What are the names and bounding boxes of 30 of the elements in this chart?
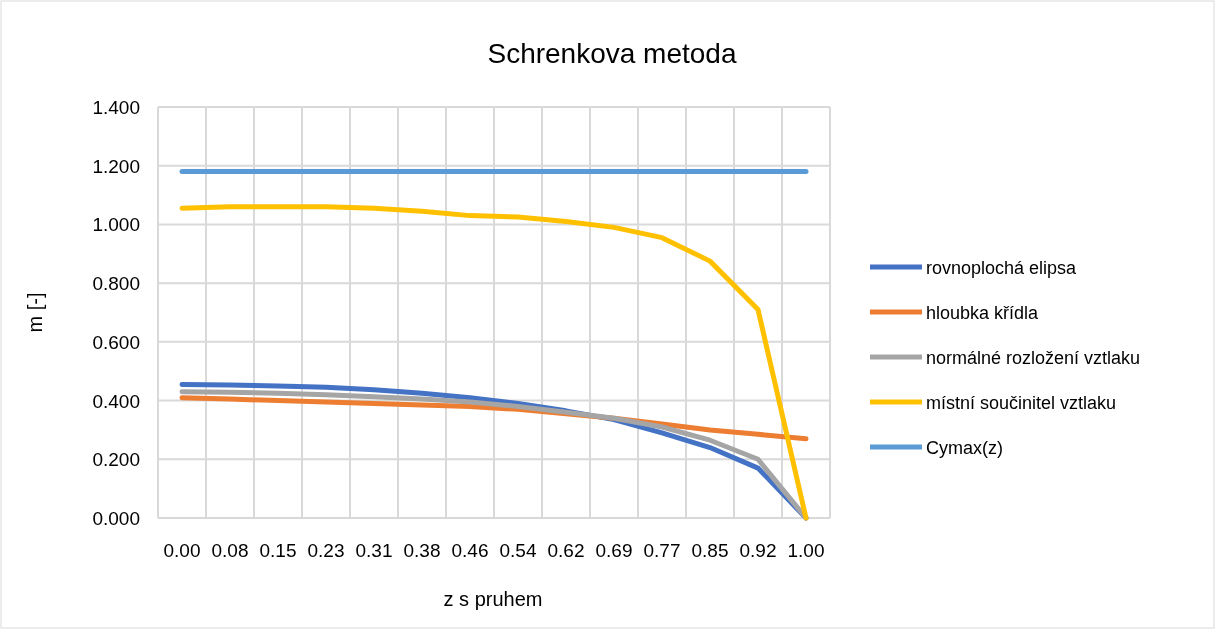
y-tick-label: 1.000 <box>92 214 140 236</box>
x-tick-label: 1.00 <box>787 540 825 561</box>
legend-label: normálné rozložení vztlaku <box>926 348 1141 368</box>
x-tick-label: 0.92 <box>739 540 777 561</box>
x-tick-label: 0.00 <box>163 540 201 561</box>
legend-label: místní součinitel vztlaku <box>926 393 1117 413</box>
legend-label: hloubka křídla <box>926 303 1040 323</box>
x-tick-label: 0.54 <box>499 540 537 561</box>
x-tick-label: 0.77 <box>643 540 681 561</box>
y-tick-label: 1.200 <box>92 155 140 177</box>
legend-label: Cymax(z) <box>926 438 1003 458</box>
x-tick-label: 0.23 <box>307 540 345 561</box>
x-tick-label: 0.08 <box>211 540 249 561</box>
y-tick-label: 0.200 <box>92 449 140 471</box>
x-tick-label: 0.31 <box>355 540 393 561</box>
x-tick-label: 0.38 <box>403 540 441 561</box>
x-tick-label: 0.85 <box>691 540 729 561</box>
chart-title: Schrenkova metoda <box>487 38 737 69</box>
y-tick-label: 1.400 <box>92 97 140 118</box>
legend-label: rovnoplochá elipsa <box>926 258 1078 278</box>
x-tick-label: 0.62 <box>547 540 585 561</box>
y-tick-label: 0.000 <box>92 508 140 529</box>
x-tick-label: 0.15 <box>259 540 297 561</box>
x-axis-title: z s pruhem <box>443 588 543 610</box>
x-tick-label: 0.69 <box>595 540 633 561</box>
y-tick-label: 0.800 <box>92 273 140 295</box>
x-tick-label: 0.46 <box>451 540 489 561</box>
y-tick-label: 0.600 <box>92 331 140 353</box>
y-tick-label: 0.400 <box>92 390 140 412</box>
y-axis-title: m [-] <box>24 292 46 333</box>
